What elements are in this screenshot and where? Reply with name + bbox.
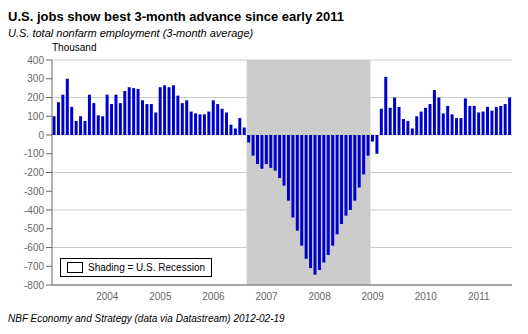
svg-text:2005: 2005 bbox=[149, 291, 172, 302]
svg-text:2010: 2010 bbox=[415, 291, 438, 302]
svg-text:-100: -100 bbox=[24, 148, 44, 159]
html-text:U.S. jobs show best 3-month ad: U.S. jobs show best 3-month advance sinc… bbox=[8, 9, 344, 24]
svg-text:-800: -800 bbox=[24, 280, 44, 291]
svg-text:-600: -600 bbox=[24, 242, 44, 253]
svg-text:-300: -300 bbox=[24, 186, 44, 197]
html-text:U.S. total nonfarm employment: U.S. total nonfarm employment (3-month a… bbox=[8, 27, 254, 39]
svg-text:-200: -200 bbox=[24, 167, 44, 178]
svg-text:2008: 2008 bbox=[308, 291, 331, 302]
html-text:NBF Economy and Strategy (data: NBF Economy and Strategy (data via Datas… bbox=[8, 313, 285, 324]
svg-text:2009: 2009 bbox=[362, 291, 385, 302]
html-text:Shading = U.S. Recession: Shading = U.S. Recession bbox=[88, 262, 205, 273]
svg-text:-400: -400 bbox=[24, 205, 44, 216]
svg-text:-700: -700 bbox=[24, 261, 44, 272]
svg-text:200: 200 bbox=[27, 92, 44, 103]
svg-text:2006: 2006 bbox=[202, 291, 225, 302]
svg-text:100: 100 bbox=[27, 111, 44, 122]
svg-text:400: 400 bbox=[27, 55, 44, 66]
svg-text:-500: -500 bbox=[24, 223, 44, 234]
svg-text:2004: 2004 bbox=[96, 291, 119, 302]
svg-text:2011: 2011 bbox=[468, 291, 490, 302]
svg-text:2007: 2007 bbox=[255, 291, 278, 302]
svg-text:300: 300 bbox=[27, 73, 44, 84]
html-text:Thousand: Thousand bbox=[52, 42, 97, 53]
svg-text:0: 0 bbox=[38, 130, 44, 141]
